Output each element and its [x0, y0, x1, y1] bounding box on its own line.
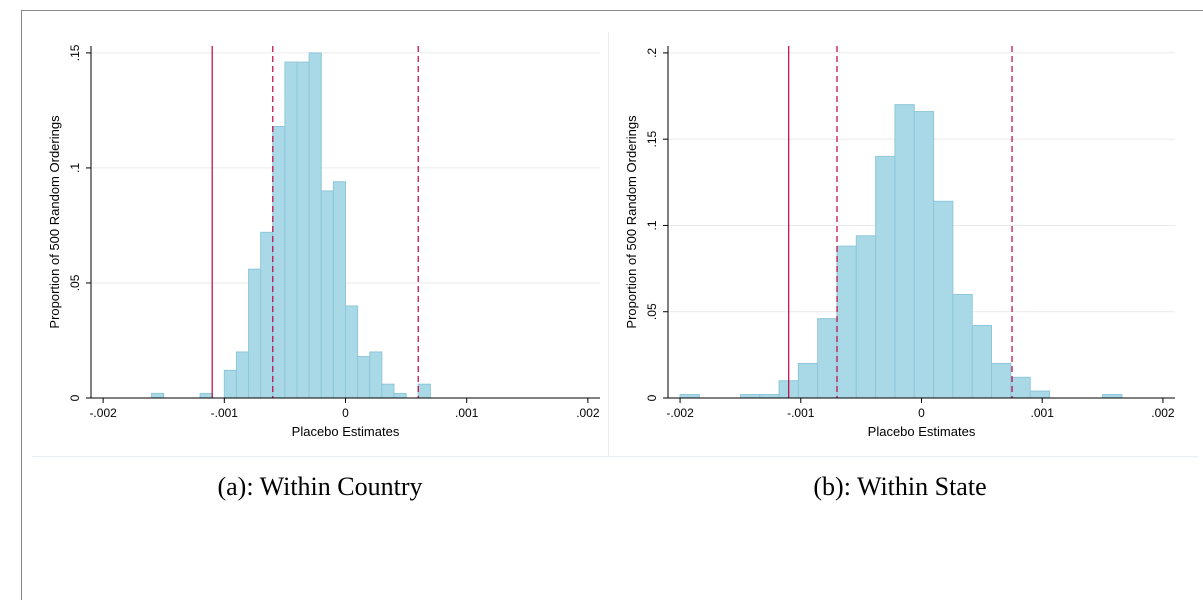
- histogram-bar: [151, 392, 165, 399]
- caption-within-country: (a): Within Country: [217, 472, 423, 501]
- y-tick-label: .1: [68, 163, 82, 173]
- x-tick-label: 0: [918, 406, 925, 420]
- histogram-bar: [417, 383, 431, 399]
- histogram-bar: [759, 394, 780, 399]
- panel-separator-horizontal: [32, 456, 1198, 457]
- y-tick-label: .2: [645, 48, 659, 58]
- y-tick-label: .15: [68, 44, 82, 61]
- histogram-bar: [320, 190, 334, 399]
- x-tick-label: -.002: [666, 406, 694, 420]
- histogram-bar: [1010, 376, 1031, 399]
- x-tick-label: .001: [1031, 406, 1055, 420]
- x-tick-label: .002: [576, 406, 600, 420]
- histogram-bar: [369, 351, 383, 399]
- histogram-bar: [260, 231, 274, 399]
- histogram-bar: [875, 155, 896, 399]
- histogram-within-state: -.002 -.001 0 .001 .002 0 .05 .1 .15 .2 Placebo Es…: [624, 46, 1175, 439]
- histogram-bar: [913, 111, 935, 399]
- histogram-bar: [393, 392, 407, 399]
- x-tick-label: -.001: [211, 406, 239, 420]
- x-tick-label: -.002: [89, 406, 117, 420]
- histogram-bar: [797, 362, 819, 399]
- histogram-bar: [296, 61, 310, 399]
- histogram-bar: [332, 181, 346, 399]
- y-tick-label: .15: [645, 131, 659, 148]
- histogram-bar: [817, 318, 838, 399]
- histogram-bar: [223, 369, 237, 399]
- y-tick-label: .05: [68, 274, 82, 291]
- histogram-bar: [739, 394, 761, 399]
- histogram-bar: [272, 126, 286, 399]
- histogram-bar: [855, 235, 877, 399]
- y-tick-label: .1: [645, 220, 659, 230]
- histogram-bar: [381, 383, 395, 399]
- histogram-bar: [1102, 394, 1123, 399]
- histogram-bar: [1029, 390, 1050, 399]
- histogram-bar: [235, 351, 250, 399]
- histogram-bar: [679, 394, 700, 399]
- histogram-bar: [199, 392, 213, 399]
- histogram-bar: [345, 305, 359, 399]
- histogram-bar: [991, 362, 1012, 399]
- histogram-bar: [248, 268, 262, 399]
- histogram-bar: [308, 52, 322, 399]
- histogram-bar: [971, 325, 993, 399]
- y-tick-label: 0: [68, 394, 82, 401]
- histogram-bar: [284, 61, 298, 399]
- panel-separator-vertical: [608, 32, 609, 456]
- figure-frame: [21, 10, 1203, 600]
- caption-within-state: (b): Within State: [813, 472, 987, 501]
- x-tick-label: .001: [455, 406, 479, 420]
- histogram-bar: [952, 293, 973, 399]
- x-tick-label: 0: [342, 406, 349, 420]
- x-tick-label: -.001: [787, 406, 815, 420]
- histogram-bar: [836, 245, 857, 399]
- x-axis-title: Placebo Estimates: [868, 424, 976, 439]
- x-axis-title: Placebo Estimates: [292, 424, 400, 439]
- y-tick-label: 0: [645, 394, 659, 401]
- histogram-bar: [933, 200, 954, 399]
- histogram-within-country: -.002 -.001 0 .001 .002 0 .05 .1 .15 Placebo Esti…: [47, 44, 600, 439]
- histogram-bar: [357, 356, 371, 399]
- y-tick-label: .05: [645, 303, 659, 320]
- histogram-bar: [894, 104, 915, 399]
- x-tick-label: .002: [1151, 406, 1175, 420]
- y-axis-title: Proportion of 500 Random Orderings: [624, 115, 639, 329]
- y-axis-title: Proportion of 500 Random Orderings: [47, 115, 62, 329]
